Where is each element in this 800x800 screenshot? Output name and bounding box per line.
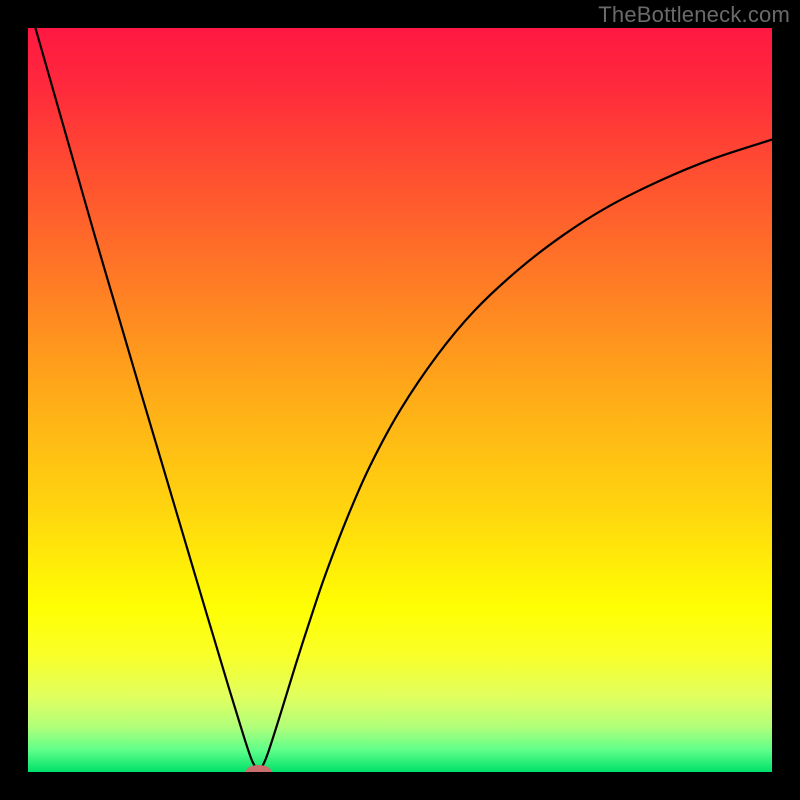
gradient-background	[28, 28, 772, 772]
watermark-text: TheBottleneck.com	[598, 2, 790, 28]
plot-area	[28, 28, 772, 772]
chart-container: TheBottleneck.com	[0, 0, 800, 800]
chart-svg	[28, 28, 772, 772]
